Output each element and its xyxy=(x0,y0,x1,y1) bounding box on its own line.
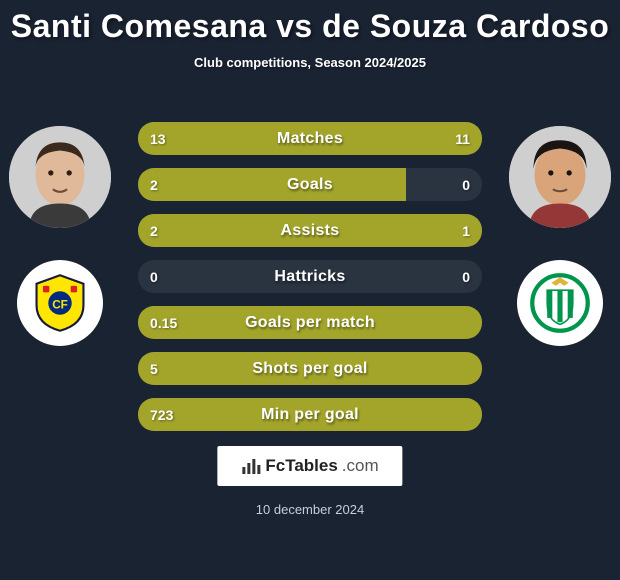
betis-crest-icon xyxy=(528,271,592,335)
branding-suffix: .com xyxy=(342,456,379,476)
stat-row: 0Hattricks0 xyxy=(138,260,482,293)
player-right-avatar xyxy=(509,126,611,228)
stat-value-right: 11 xyxy=(455,122,470,155)
stat-value-right: 0 xyxy=(462,168,470,201)
stat-label: Assists xyxy=(138,214,482,247)
stat-value-right: 0 xyxy=(462,260,470,293)
stat-row: 723Min per goal xyxy=(138,398,482,431)
comparison-date: 10 december 2024 xyxy=(0,502,620,517)
comparison-subtitle: Club competitions, Season 2024/2025 xyxy=(0,55,620,70)
stat-label: Shots per goal xyxy=(138,352,482,385)
villarreal-crest-icon: CF xyxy=(28,271,92,335)
player-right-face-icon xyxy=(509,126,611,228)
player-left-avatar xyxy=(9,126,111,228)
stat-row: 0.15Goals per match xyxy=(138,306,482,339)
stat-row: 2Goals0 xyxy=(138,168,482,201)
stat-label: Min per goal xyxy=(138,398,482,431)
stat-label: Matches xyxy=(138,122,482,155)
club-left-crest: CF xyxy=(17,260,103,346)
stat-label: Hattricks xyxy=(138,260,482,293)
comparison-title: Santi Comesana vs de Souza Cardoso xyxy=(0,0,620,45)
player-left-face-icon xyxy=(9,126,111,228)
stat-row: 2Assists1 xyxy=(138,214,482,247)
bar-chart-icon xyxy=(241,457,261,475)
stat-label: Goals per match xyxy=(138,306,482,339)
stat-row: 13Matches11 xyxy=(138,122,482,155)
club-right-crest xyxy=(517,260,603,346)
stat-label: Goals xyxy=(138,168,482,201)
svg-text:CF: CF xyxy=(52,298,68,311)
branding-badge: FcTables.com xyxy=(217,446,402,486)
branding-name: FcTables xyxy=(265,456,337,476)
stat-value-right: 1 xyxy=(462,214,470,247)
stat-row: 5Shots per goal xyxy=(138,352,482,385)
stats-bars: 13Matches112Goals02Assists10Hattricks00.… xyxy=(138,122,482,444)
